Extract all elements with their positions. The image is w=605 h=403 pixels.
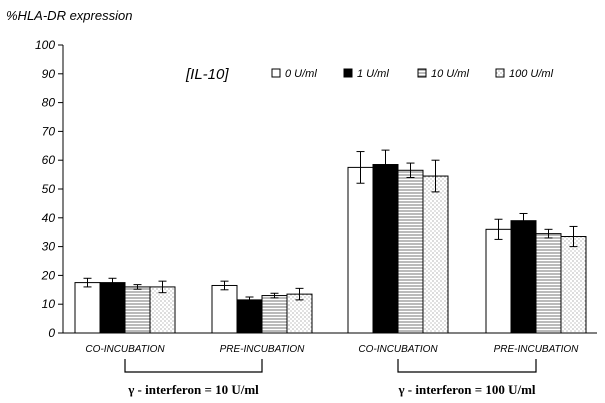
bar	[211, 284, 238, 334]
bar	[535, 233, 562, 334]
y-tick-label: 80	[42, 96, 56, 110]
x-category-label: PRE-INCUBATION	[220, 344, 306, 355]
group-bracket	[397, 359, 537, 373]
legend: 0 U/ml 1 U/ml 10 U/ml 100 U/ml	[271, 68, 554, 80]
y-axis: 0 10 20 30 40 50 60 70 80 90 100	[35, 38, 64, 340]
y-tick-label: 100	[35, 38, 55, 52]
y-tick-label: 40	[42, 211, 56, 225]
bar	[124, 286, 151, 334]
y-tick-label: 10	[42, 297, 56, 311]
bar	[99, 282, 126, 334]
bar	[422, 175, 449, 334]
y-tick-label: 60	[42, 153, 56, 167]
y-tick-label: 30	[42, 240, 56, 254]
y-tick-label: 90	[42, 67, 56, 81]
il10-annotation: [IL-10]	[185, 66, 229, 83]
y-tick-label: 50	[42, 182, 56, 196]
y-tick-label: 70	[42, 124, 56, 138]
bar	[397, 169, 424, 334]
bar	[560, 236, 587, 334]
bar	[510, 220, 537, 334]
legend-label: 0 U/ml	[285, 68, 317, 80]
legend-swatch	[271, 68, 281, 78]
bar	[372, 164, 399, 334]
bar	[485, 228, 512, 334]
legend-swatch	[495, 68, 505, 78]
group-label: γ - interferon = 100 U/ml	[397, 382, 535, 397]
group-label: γ - interferon = 10 U/ml	[127, 382, 259, 397]
legend-label: 1 U/ml	[357, 68, 389, 80]
x-category-label: CO-INCUBATION	[85, 344, 165, 355]
y-tick-label: 20	[41, 268, 56, 282]
x-axis: CO-INCUBATION PRE-INCUBATION CO-INCUBATION…	[63, 332, 597, 355]
bar	[74, 282, 101, 334]
group-brackets: γ - interferon = 10 U/ml γ - interferon =…	[124, 359, 537, 397]
bar	[347, 166, 374, 334]
group-bracket	[124, 359, 263, 373]
legend-swatch	[417, 68, 427, 78]
y-tick-label: 0	[48, 326, 55, 340]
legend-label: 10 U/ml	[431, 68, 469, 80]
bar	[236, 299, 263, 334]
legend-swatch	[343, 68, 353, 78]
bar	[149, 286, 176, 334]
bars	[74, 149, 587, 334]
y-axis-label: %HLA-DR expression	[6, 8, 132, 23]
bar	[286, 293, 313, 334]
x-category-label: CO-INCUBATION	[358, 344, 438, 355]
x-category-label: PRE-INCUBATION	[494, 344, 580, 355]
legend-label: 100 U/ml	[509, 68, 554, 80]
bar	[261, 295, 288, 334]
